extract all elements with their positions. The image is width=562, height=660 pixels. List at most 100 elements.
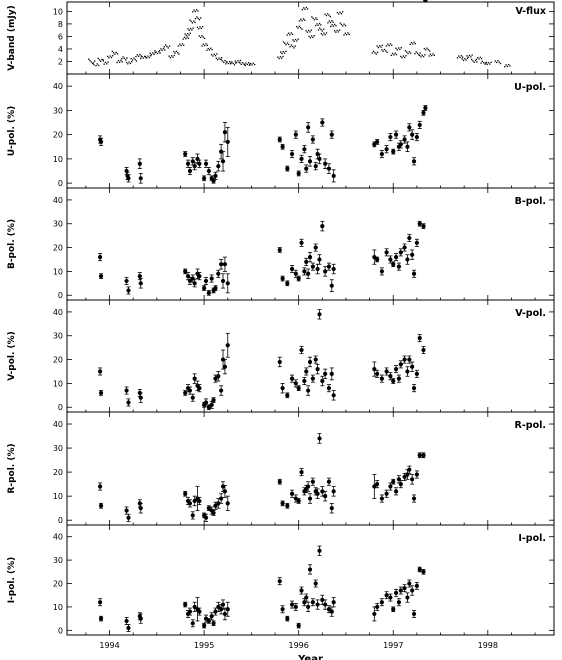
data-point xyxy=(97,369,103,374)
data-point xyxy=(344,32,346,34)
data-point xyxy=(431,55,433,57)
data-point xyxy=(252,62,254,64)
data-point xyxy=(250,62,252,65)
data-point xyxy=(310,29,313,31)
data-point xyxy=(290,44,293,46)
data-point xyxy=(315,602,320,607)
data-point xyxy=(294,45,296,47)
data-point xyxy=(306,125,311,130)
data-point xyxy=(148,56,150,59)
data-point xyxy=(327,22,329,24)
data-point xyxy=(299,588,304,593)
data-point xyxy=(414,472,419,477)
data-point xyxy=(315,266,320,272)
data-point xyxy=(506,65,509,67)
data-point xyxy=(127,63,129,65)
ytick-label: 0 xyxy=(58,403,63,412)
data-point xyxy=(308,29,310,32)
data-point xyxy=(216,164,221,169)
data-point xyxy=(192,11,194,13)
data-point xyxy=(185,34,188,37)
ytick-label: 40 xyxy=(53,420,63,429)
data-point xyxy=(398,250,403,255)
data-point xyxy=(184,33,186,35)
data-point xyxy=(375,53,377,55)
data-point xyxy=(119,61,121,63)
data-point xyxy=(140,57,142,60)
data-point xyxy=(327,13,329,15)
data-point xyxy=(187,28,189,30)
data-point xyxy=(310,137,315,142)
data-point xyxy=(289,46,291,48)
ytick-label: 6 xyxy=(58,32,63,41)
data-point xyxy=(307,159,313,164)
data-point xyxy=(398,362,403,367)
data-point xyxy=(292,39,294,41)
data-point xyxy=(375,371,380,376)
data-point xyxy=(379,496,384,501)
data-point xyxy=(211,397,216,403)
data-point xyxy=(192,164,197,169)
data-point xyxy=(391,378,396,384)
data-point xyxy=(332,21,334,23)
ytick-label: 40 xyxy=(53,82,63,91)
data-point xyxy=(203,515,209,520)
data-point xyxy=(373,50,375,52)
data-point xyxy=(388,134,393,140)
data-point xyxy=(291,33,294,35)
data-point xyxy=(393,54,395,56)
data-point xyxy=(92,62,95,64)
data-point xyxy=(292,45,294,48)
data-point xyxy=(375,482,380,487)
data-point xyxy=(289,491,295,496)
data-point xyxy=(476,61,478,63)
data-point xyxy=(317,436,322,441)
data-point xyxy=(372,255,377,260)
data-point xyxy=(122,56,124,58)
x-axis-label: Year xyxy=(297,654,323,660)
data-point xyxy=(189,27,192,30)
data-point xyxy=(136,54,138,56)
data-point xyxy=(253,63,256,66)
data-point xyxy=(222,489,228,494)
ytick-label: 10 xyxy=(53,267,63,276)
data-point xyxy=(329,283,334,288)
data-point xyxy=(97,484,103,489)
data-point xyxy=(199,26,201,28)
data-point xyxy=(282,51,284,53)
data-point xyxy=(204,44,206,47)
data-point xyxy=(209,276,214,281)
data-point xyxy=(173,54,175,57)
data-point xyxy=(398,142,403,147)
data-point xyxy=(393,132,399,137)
data-point xyxy=(226,61,228,63)
panel-frame-ipol xyxy=(66,524,555,636)
data-point xyxy=(277,359,282,365)
data-point xyxy=(164,44,167,46)
data-point xyxy=(320,489,325,494)
data-point xyxy=(216,271,221,276)
data-point xyxy=(219,496,224,501)
data-point xyxy=(479,56,481,58)
data-point xyxy=(200,27,202,30)
data-point xyxy=(162,47,165,50)
data-point xyxy=(183,491,188,496)
data-point xyxy=(203,400,209,405)
data-point xyxy=(246,63,248,66)
data-point xyxy=(393,489,399,494)
data-point xyxy=(121,58,123,60)
data-point xyxy=(293,496,298,501)
data-point xyxy=(397,47,400,49)
data-point xyxy=(210,53,213,56)
data-point xyxy=(243,63,245,65)
data-point xyxy=(393,255,399,260)
data-point xyxy=(102,58,104,61)
data-point xyxy=(224,59,226,62)
data-point xyxy=(432,53,434,55)
data-point xyxy=(341,11,344,13)
data-point xyxy=(220,56,223,59)
data-point xyxy=(466,57,469,59)
data-point xyxy=(326,264,332,269)
data-point xyxy=(241,61,244,64)
data-point xyxy=(328,14,330,16)
